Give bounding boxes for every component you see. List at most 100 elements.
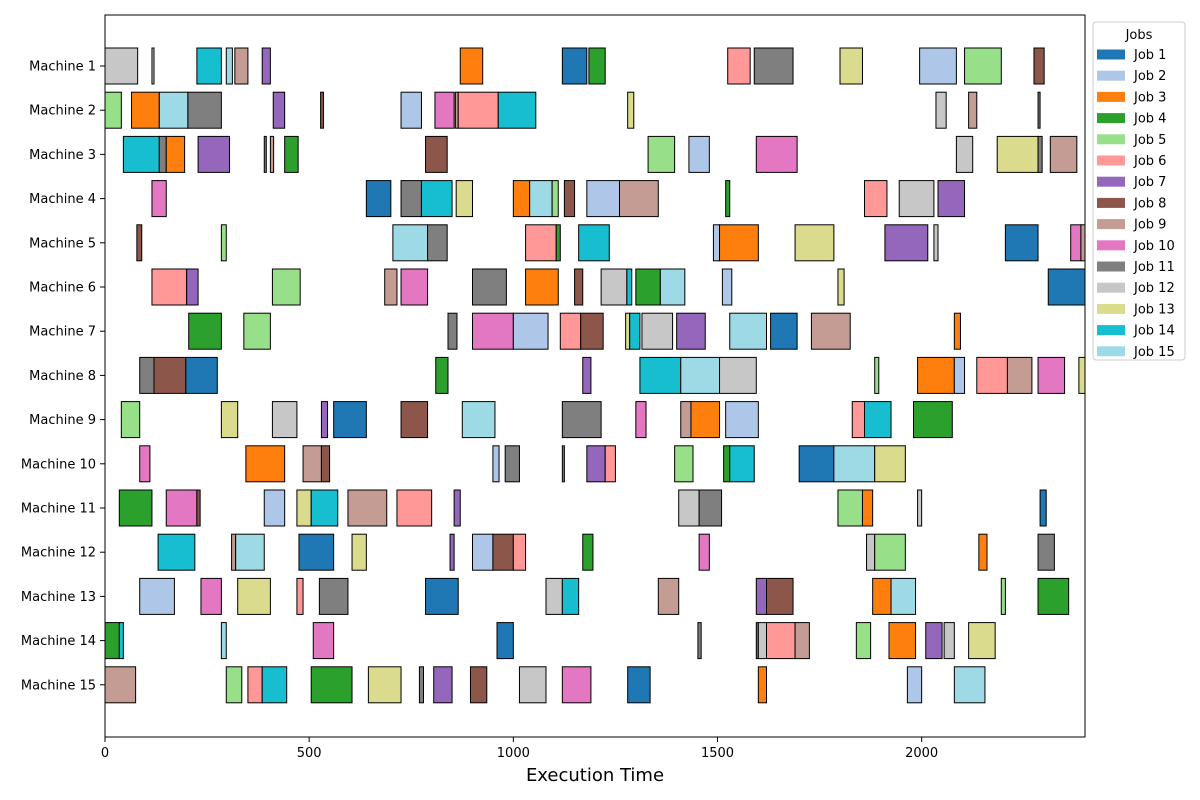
y-tick-label: Machine 3 [29,148,96,163]
task-bar-m7-2 [243,312,271,350]
task-bar-m13-5 [318,577,349,615]
task-bar-m9-6 [400,401,429,439]
task-bar-m4-13 [864,180,888,218]
task-bar-m13-11 [766,577,794,615]
task-bar-m6-4 [384,268,398,306]
task-bar-m7-9 [629,312,641,350]
x-tick-label: 0 [101,746,109,761]
task-bar-m2-14 [968,91,978,129]
task-bar-m4-10 [586,180,620,218]
legend-label-job-6: Job 6 [1133,154,1166,169]
legend-swatch-job-15 [1097,346,1125,357]
task-bar-m1-6 [261,47,271,85]
task-bar-m2-1 [104,91,122,129]
task-bar-m5-5 [525,224,557,262]
task-bar-m3-7 [284,135,299,173]
task-bar-m13-4 [296,577,304,615]
y-tick-label: Machine 11 [21,502,96,517]
task-bar-m14-13 [925,622,943,660]
legend-label-job-9: Job 9 [1133,218,1166,233]
legend-label-job-5: Job 5 [1133,133,1166,148]
task-bar-m15-2 [225,666,243,704]
task-bar-m6-2 [186,268,199,306]
task-bar-m3-1 [122,135,160,173]
task-bar-m5-4 [427,224,448,262]
task-bar-m1-13 [919,47,957,85]
task-bar-m8-1 [139,356,155,394]
task-bar-m1-5 [234,47,249,85]
task-bar-m14-8 [757,622,767,660]
legend-title: Jobs [1125,28,1153,43]
task-bar-m7-13 [770,312,798,350]
task-bar-m2-2 [131,91,160,129]
y-tick-label: Machine 14 [21,634,96,649]
task-bar-m5-15 [1080,224,1086,262]
legend-swatch-job-12 [1097,282,1125,293]
legend-label-job-8: Job 8 [1133,196,1166,211]
task-bar-m10-11 [723,445,731,483]
task-bar-m14-4 [312,622,335,660]
task-bar-m3-6 [269,135,275,173]
legend-swatch-job-6 [1097,155,1125,166]
task-bar-m11-15 [1039,489,1047,527]
task-bar-m14-1 [104,622,120,660]
legend-swatch-job-7 [1097,176,1125,187]
legend-label-job-13: Job 13 [1133,302,1175,317]
task-bar-m6-3 [271,268,301,306]
task-bar-m11-2 [165,489,198,527]
task-bar-m8-9 [874,356,880,394]
task-bar-m15-9 [469,666,488,704]
task-bar-m4-11 [619,180,659,218]
task-bar-m3-8 [425,135,448,173]
task-bar-m7-10 [641,312,674,350]
task-bar-m9-11 [690,401,721,439]
task-bar-m12-4 [298,533,335,571]
task-bar-m9-15 [913,401,953,439]
task-bar-m9-4 [320,401,329,439]
task-bar-m9-2 [220,401,239,439]
task-bar-m4-1 [151,180,167,218]
task-bar-m7-8 [625,312,631,350]
task-bar-m12-11 [698,533,710,571]
task-bar-m2-8 [434,91,455,129]
task-bar-m3-13 [996,135,1039,173]
task-bar-m6-5 [400,268,429,306]
task-bar-m8-5 [582,356,592,394]
task-bar-m13-8 [561,577,580,615]
task-bar-m5-3 [392,224,429,262]
plot-area: Machine 1 Machine 2 Machine 3 Machine 4 Mach… [21,14,1086,761]
task-bar-m13-1 [139,577,175,615]
y-tick-label: Machine 4 [29,192,96,207]
task-bar-m11-12 [837,489,863,527]
task-bar-m14-10 [794,622,810,660]
task-bar-m8-7 [680,356,721,394]
legend-swatch-job-8 [1097,197,1125,208]
task-bar-m3-4 [197,135,231,173]
task-bar-m15-13 [757,666,767,704]
task-bar-m1-4 [225,47,233,85]
task-bar-m14-12 [888,622,917,660]
legend-swatch-job-14 [1097,325,1125,336]
task-bar-m11-13 [861,489,874,527]
task-bar-m1-12 [839,47,863,85]
task-bar-m12-5 [351,533,367,571]
task-bar-m10-8 [586,445,606,483]
legend-swatch-job-13 [1097,303,1125,314]
task-bar-m15-10 [518,666,547,704]
task-bar-m7-4 [472,312,514,350]
task-bar-m9-9 [635,401,647,439]
task-bar-m14-11 [855,622,872,660]
task-bar-m3-3 [165,135,186,173]
task-bar-m9-10 [680,401,692,439]
task-bar-m9-7 [461,401,496,439]
y-tick-label: Machine 10 [21,457,96,472]
task-bar-m12-12 [866,533,876,571]
task-bar-m12-6 [449,533,455,571]
legend-swatch-job-10 [1097,240,1125,251]
task-bar-m4-8 [551,180,559,218]
task-bar-m3-15 [1049,135,1078,173]
task-bar-m2-11 [497,91,537,129]
task-bar-m8-3 [185,356,218,394]
task-bar-m15-12 [627,666,651,704]
